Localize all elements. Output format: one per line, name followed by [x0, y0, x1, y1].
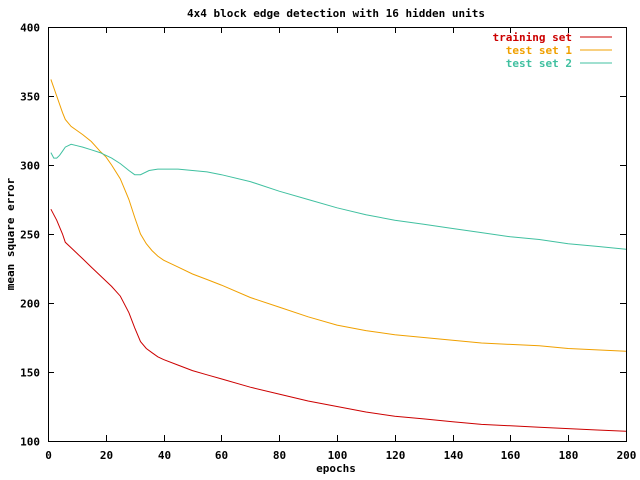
y-tick-label: 200 [20, 298, 40, 311]
y-tick-label: 400 [20, 22, 40, 35]
series-line-test-set-2 [50, 143, 627, 250]
series-line-test-set-1 [50, 79, 627, 352]
x-tick-label: 100 [328, 449, 348, 462]
x-tick-label: 20 [100, 449, 113, 462]
legend-label-test-set-1: test set 1 [506, 44, 573, 57]
y-tick-label: 350 [20, 91, 40, 104]
legend-label-test-set-2: test set 2 [506, 57, 572, 70]
y-tick-label: 100 [20, 436, 40, 449]
plot-frame [48, 27, 627, 442]
x-tick-label: 80 [273, 449, 286, 462]
y-tick-label: 300 [20, 160, 40, 173]
x-tick-label: 0 [45, 449, 52, 462]
x-axis-label: epochs [316, 462, 356, 475]
y-tick-label: 250 [20, 229, 40, 242]
x-tick-label: 180 [559, 449, 579, 462]
y-tick-label: 150 [20, 367, 40, 380]
x-tick-label: 160 [501, 449, 521, 462]
x-tick-label: 140 [444, 449, 464, 462]
chart-title: 4x4 block edge detection with 16 hidden … [187, 7, 485, 20]
series-line-training-set [50, 208, 627, 432]
x-tick-label: 200 [617, 449, 637, 462]
x-axis: 0 20 40 60 80 100 120 140 160 180 200 [45, 27, 636, 462]
x-tick-label: 40 [158, 449, 171, 462]
x-tick-label: 60 [215, 449, 228, 462]
x-tick-label: 120 [386, 449, 406, 462]
y-axis: 100 150 200 250 300 350 400 [20, 22, 626, 449]
series-layer [50, 79, 627, 432]
legend-label-training-set: training set [493, 31, 572, 44]
y-axis-label: mean square error [4, 177, 17, 290]
